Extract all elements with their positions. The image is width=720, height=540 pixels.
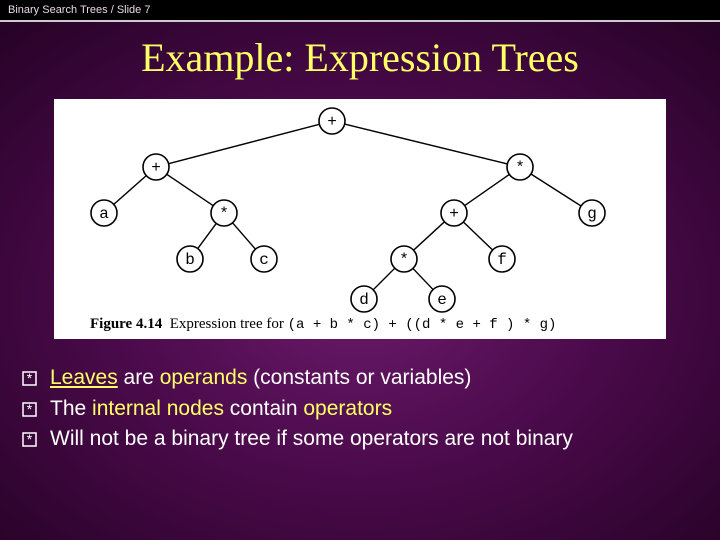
bullet-text: Leaves are operands (constants or variab… bbox=[50, 365, 698, 391]
svg-text:f: f bbox=[497, 251, 507, 269]
bullet-text: Will not be a binary tree if some operat… bbox=[50, 426, 698, 452]
slide-title: Example: Expression Trees bbox=[0, 34, 720, 81]
svg-text:*: * bbox=[219, 205, 229, 223]
svg-text:e: e bbox=[437, 291, 447, 309]
expression-tree-diagram: + + * a * b c + g * f d e bbox=[54, 99, 666, 317]
svg-text:*: * bbox=[27, 371, 33, 386]
svg-text:a: a bbox=[99, 205, 109, 223]
list-item: * Leaves are operands (constants or vari… bbox=[22, 365, 698, 394]
figure-caption: Figure 4.14 Expression tree for (a + b *… bbox=[90, 316, 556, 333]
list-item: * Will not be a binary tree if some oper… bbox=[22, 426, 698, 455]
svg-text:*: * bbox=[515, 159, 525, 177]
boxed-asterisk-icon: * bbox=[22, 368, 44, 394]
list-item: * The internal nodes contain operators bbox=[22, 396, 698, 425]
svg-text:c: c bbox=[259, 251, 269, 269]
slide-header-text: Binary Search Trees / Slide 7 bbox=[8, 4, 150, 16]
svg-text:*: * bbox=[27, 402, 33, 417]
svg-text:+: + bbox=[327, 113, 337, 131]
boxed-asterisk-icon: * bbox=[22, 399, 44, 425]
svg-text:*: * bbox=[399, 251, 409, 269]
figure-caption-label: Figure 4.14 bbox=[90, 316, 162, 332]
svg-text:g: g bbox=[587, 205, 597, 223]
svg-text:d: d bbox=[359, 291, 369, 309]
svg-text:b: b bbox=[185, 251, 195, 269]
figure-caption-expr: (a + b * c) + ((d * e + f ) * g) bbox=[288, 317, 557, 333]
bullet-list: * Leaves are operands (constants or vari… bbox=[22, 365, 698, 455]
figure-caption-text: Expression tree for bbox=[170, 316, 284, 332]
svg-text:+: + bbox=[151, 159, 161, 177]
bullet-text: The internal nodes contain operators bbox=[50, 396, 698, 422]
slide-header: Binary Search Trees / Slide 7 bbox=[0, 0, 720, 22]
svg-text:*: * bbox=[27, 432, 33, 447]
figure-panel: + + * a * b c + g * f d e Figure 4.14 Expression tre… bbox=[54, 99, 666, 339]
svg-text:+: + bbox=[449, 205, 459, 223]
boxed-asterisk-icon: * bbox=[22, 429, 44, 455]
